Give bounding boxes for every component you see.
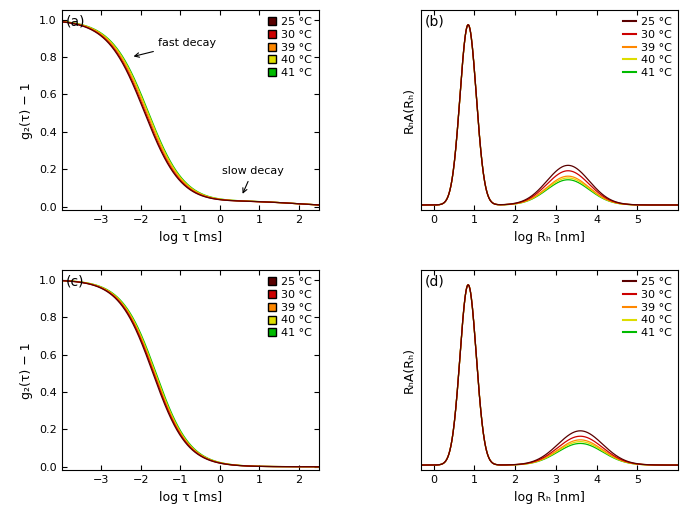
X-axis label: log Rₕ [nm]: log Rₕ [nm] [514, 231, 585, 244]
X-axis label: log τ [ms]: log τ [ms] [158, 231, 222, 244]
Legend: 25 °C, 30 °C, 39 °C, 40 °C, 41 °C: 25 °C, 30 °C, 39 °C, 40 °C, 41 °C [622, 16, 673, 79]
Text: (d): (d) [425, 275, 445, 288]
Y-axis label: RₕA(Rₕ): RₕA(Rₕ) [403, 87, 416, 133]
Text: slow decay: slow decay [222, 166, 284, 193]
Y-axis label: g₂(τ) − 1: g₂(τ) − 1 [21, 82, 34, 139]
Text: (a): (a) [66, 14, 85, 28]
Text: (c): (c) [66, 275, 84, 288]
Text: (b): (b) [425, 14, 445, 28]
X-axis label: log Rₕ [nm]: log Rₕ [nm] [514, 491, 585, 504]
Legend: 25 °C, 30 °C, 39 °C, 40 °C, 41 °C: 25 °C, 30 °C, 39 °C, 40 °C, 41 °C [622, 276, 673, 339]
Legend: 25 °C, 30 °C, 39 °C, 40 °C, 41 °C: 25 °C, 30 °C, 39 °C, 40 °C, 41 °C [266, 276, 313, 339]
Text: fast decay: fast decay [135, 38, 216, 57]
X-axis label: log τ [ms]: log τ [ms] [158, 491, 222, 504]
Legend: 25 °C, 30 °C, 39 °C, 40 °C, 41 °C: 25 °C, 30 °C, 39 °C, 40 °C, 41 °C [266, 16, 313, 79]
Y-axis label: RₕA(Rₕ): RₕA(Rₕ) [403, 347, 416, 393]
Y-axis label: g₂(τ) − 1: g₂(τ) − 1 [21, 342, 34, 399]
